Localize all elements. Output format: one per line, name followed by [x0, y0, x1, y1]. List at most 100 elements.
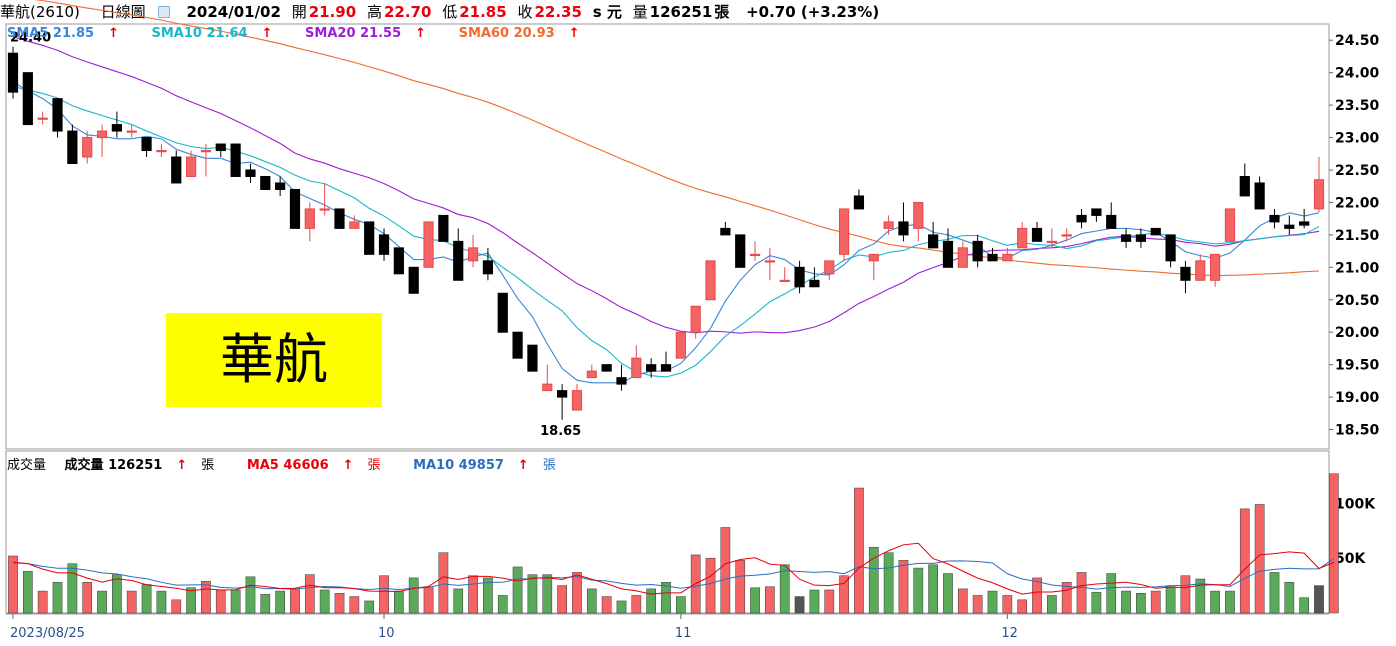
volume-bar[interactable] [972, 595, 983, 614]
dropdown-icon[interactable] [157, 5, 170, 18]
candle-body[interactable] [156, 150, 167, 153]
volume-bar[interactable] [512, 566, 523, 614]
candle-body[interactable] [1210, 253, 1221, 281]
candle-body[interactable] [898, 221, 909, 236]
candle-body[interactable] [1017, 227, 1028, 249]
volume-bar[interactable] [557, 585, 567, 614]
volume-bar[interactable] [8, 555, 18, 614]
volume-bar[interactable] [720, 527, 731, 614]
candle-body[interactable] [1254, 182, 1265, 210]
volume-bar[interactable] [779, 564, 790, 614]
candle-body[interactable] [334, 208, 345, 229]
candle-body[interactable] [37, 117, 48, 120]
volume-bar[interactable] [349, 596, 360, 614]
candle-body[interactable] [557, 390, 568, 398]
volume-bar[interactable] [215, 589, 226, 614]
candle-body[interactable] [942, 240, 954, 268]
volume-bar[interactable] [483, 577, 493, 614]
volume-bar[interactable] [1210, 590, 1220, 614]
volume-bar[interactable] [1150, 590, 1161, 614]
candle-body[interactable] [542, 383, 553, 392]
candle-body[interactable] [720, 227, 731, 236]
candle-body[interactable] [1299, 221, 1310, 226]
volume-bar[interactable] [1002, 595, 1013, 614]
period-selector[interactable]: 日線圖 [101, 3, 176, 21]
candle-body[interactable] [675, 331, 686, 359]
candle-body[interactable] [1150, 227, 1161, 236]
volume-bar[interactable] [1195, 578, 1206, 614]
volume-bar[interactable] [705, 557, 716, 614]
volume-bar[interactable] [1121, 590, 1131, 614]
candle-body[interactable] [275, 182, 286, 190]
candle-body[interactable] [482, 260, 494, 275]
candle-body[interactable] [1046, 240, 1057, 244]
volume-bar[interactable] [1239, 508, 1250, 614]
candle-body[interactable] [467, 247, 479, 262]
volume-bar[interactable] [601, 596, 612, 614]
candle-body[interactable] [660, 364, 672, 372]
candle-body[interactable] [289, 188, 301, 229]
volume-bar[interactable] [1225, 590, 1235, 614]
volume-bar[interactable] [82, 582, 93, 614]
candle-body[interactable] [1165, 234, 1176, 262]
candle-body[interactable] [690, 305, 701, 333]
volume-bar[interactable] [67, 563, 78, 614]
volume-bar[interactable] [201, 580, 211, 614]
volume-bar[interactable] [468, 575, 478, 614]
volume-bar[interactable] [943, 573, 953, 614]
candle-body[interactable] [1091, 208, 1102, 216]
volume-bar[interactable] [928, 564, 938, 614]
candle-body[interactable] [601, 364, 612, 372]
candle-body[interactable] [1076, 214, 1087, 223]
volume-bar[interactable] [186, 587, 196, 614]
volume-bar[interactable] [1076, 572, 1087, 614]
volume-bar[interactable] [616, 600, 627, 614]
candle-body[interactable] [928, 234, 939, 249]
candle-body[interactable] [185, 156, 197, 177]
volume-bar[interactable] [156, 590, 167, 614]
candle-body[interactable] [1269, 214, 1280, 223]
candle-body[interactable] [171, 156, 182, 184]
volume-bar[interactable] [290, 588, 300, 614]
candle-body[interactable] [52, 98, 63, 132]
volume-bar[interactable] [735, 560, 746, 614]
volume-bar[interactable] [364, 600, 375, 614]
volume-bar[interactable] [1091, 591, 1102, 614]
volume-bar[interactable] [408, 577, 419, 614]
volume-bar[interactable] [334, 593, 345, 614]
candle-body[interactable] [1224, 208, 1236, 242]
volume-bar[interactable] [22, 571, 33, 614]
candle-body[interactable] [82, 137, 93, 158]
candle-body[interactable] [868, 253, 879, 262]
volume-bar[interactable] [1165, 586, 1176, 614]
volume-bar[interactable] [1061, 582, 1072, 614]
candle-body[interactable] [646, 364, 657, 372]
candle-body[interactable] [1120, 234, 1132, 242]
candle-body[interactable] [824, 260, 835, 275]
volume-bar[interactable] [957, 588, 968, 614]
candle-body[interactable] [215, 143, 226, 152]
volume-bar[interactable] [1254, 504, 1265, 614]
volume-bar[interactable] [794, 596, 805, 614]
candle-body[interactable] [260, 175, 271, 190]
candle-body[interactable] [230, 143, 241, 177]
candle-body[interactable] [809, 279, 820, 288]
volume-bar[interactable] [631, 595, 642, 614]
candle-body[interactable] [972, 240, 983, 262]
volume-bar[interactable] [1314, 585, 1324, 614]
volume-bar[interactable] [171, 599, 182, 614]
candle-body[interactable] [393, 247, 404, 275]
candle-body[interactable] [349, 221, 360, 229]
volume-bar[interactable] [141, 584, 152, 614]
candle-body[interactable] [111, 124, 122, 132]
volume-bar[interactable] [1180, 575, 1191, 614]
volume-bar[interactable] [765, 586, 775, 614]
candle-body[interactable] [794, 266, 805, 288]
candle-body[interactable] [1239, 175, 1250, 197]
volume-bar[interactable] [37, 590, 48, 614]
volume-bar[interactable] [126, 590, 137, 614]
volume-bar[interactable] [319, 589, 330, 614]
candle-body[interactable] [22, 72, 33, 126]
volume-bar[interactable] [260, 594, 271, 614]
volume-bar[interactable] [52, 582, 63, 614]
